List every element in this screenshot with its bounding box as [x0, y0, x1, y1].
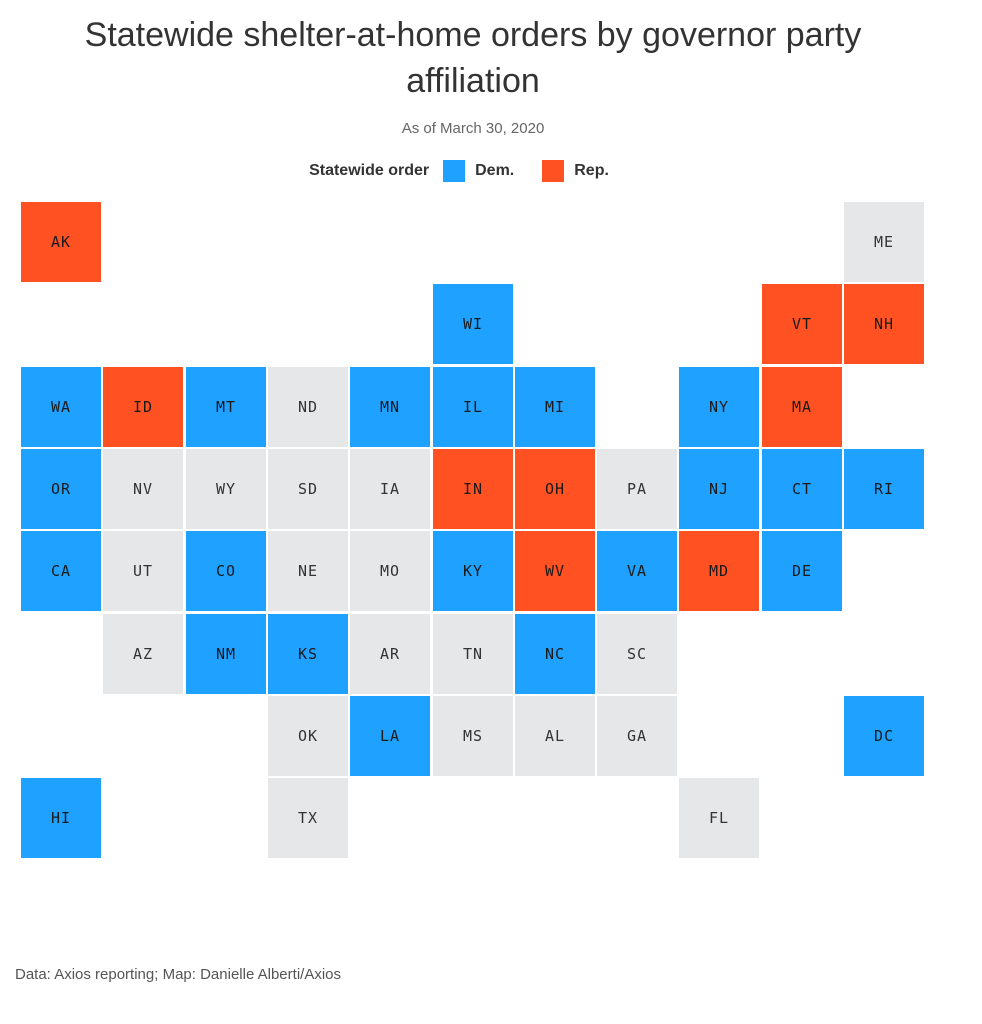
legend-swatch-dem — [443, 160, 466, 182]
state-tile-ri: RI — [844, 449, 924, 529]
state-tile-ak: AK — [21, 202, 101, 282]
state-tile-md: MD — [679, 531, 759, 611]
state-tile-tx: TX — [268, 778, 348, 858]
state-tile-ar: AR — [350, 614, 430, 694]
chart-title: Statewide shelter-at-home orders by gove… — [84, 16, 862, 100]
state-tile-al: AL — [515, 696, 595, 776]
state-tile-wa: WA — [21, 367, 101, 447]
state-tile-ia: IA — [350, 449, 430, 529]
state-tile-az: AZ — [103, 614, 183, 694]
state-tile-nd: ND — [268, 367, 348, 447]
state-tile-nj: NJ — [679, 449, 759, 529]
state-tile-mt: MT — [186, 367, 266, 447]
state-tile-id: ID — [103, 367, 183, 447]
state-tile-wy: WY — [186, 449, 266, 529]
state-tile-in: IN — [433, 449, 513, 529]
legend-label-rep: Rep. — [574, 162, 609, 179]
state-tile-ms: MS — [433, 696, 513, 776]
state-tile-vt: VT — [762, 284, 842, 364]
state-tile-ks: KS — [268, 614, 348, 694]
legend-label-dem: Dem. — [475, 162, 515, 179]
source-credit: Data: Axios reporting; Map: Danielle Alb… — [15, 966, 341, 983]
state-tile-mi: MI — [515, 367, 595, 447]
state-tile-sd: SD — [268, 449, 348, 529]
legend-title: Statewide order — [309, 162, 430, 179]
state-tile-ok: OK — [268, 696, 348, 776]
state-tile-ga: GA — [597, 696, 677, 776]
chart-subtitle: As of March 30, 2020 — [401, 120, 545, 137]
state-tile-or: OR — [21, 449, 101, 529]
state-tile-pa: PA — [597, 449, 677, 529]
state-tile-ky: KY — [433, 531, 513, 611]
state-tile-co: CO — [186, 531, 266, 611]
state-tile-ne: NE — [268, 531, 348, 611]
state-tile-hi: HI — [21, 778, 101, 858]
state-tile-dc: DC — [844, 696, 924, 776]
state-tile-tn: TN — [433, 614, 513, 694]
state-tile-ct: CT — [762, 449, 842, 529]
state-tile-de: DE — [762, 531, 842, 611]
state-tile-nv: NV — [103, 449, 183, 529]
state-tile-la: LA — [350, 696, 430, 776]
state-tile-sc: SC — [597, 614, 677, 694]
legend: Statewide order Dem. Rep. — [20, 160, 926, 182]
state-tile-va: VA — [597, 531, 677, 611]
state-tile-ma: MA — [762, 367, 842, 447]
state-tile-fl: FL — [679, 778, 759, 858]
state-tile-ca: CA — [21, 531, 101, 611]
state-tile-oh: OH — [515, 449, 595, 529]
state-tile-mo: MO — [350, 531, 430, 611]
state-tile-ut: UT — [103, 531, 183, 611]
state-tile-me: ME — [844, 202, 924, 282]
state-tile-wi: WI — [433, 284, 513, 364]
state-tile-nc: NC — [515, 614, 595, 694]
state-tile-wv: WV — [515, 531, 595, 611]
state-tile-ny: NY — [679, 367, 759, 447]
state-tile-mn: MN — [350, 367, 430, 447]
state-tile-nm: NM — [186, 614, 266, 694]
legend-swatch-rep — [542, 160, 565, 182]
state-tile-il: IL — [433, 367, 513, 447]
state-tile-nh: NH — [844, 284, 924, 364]
